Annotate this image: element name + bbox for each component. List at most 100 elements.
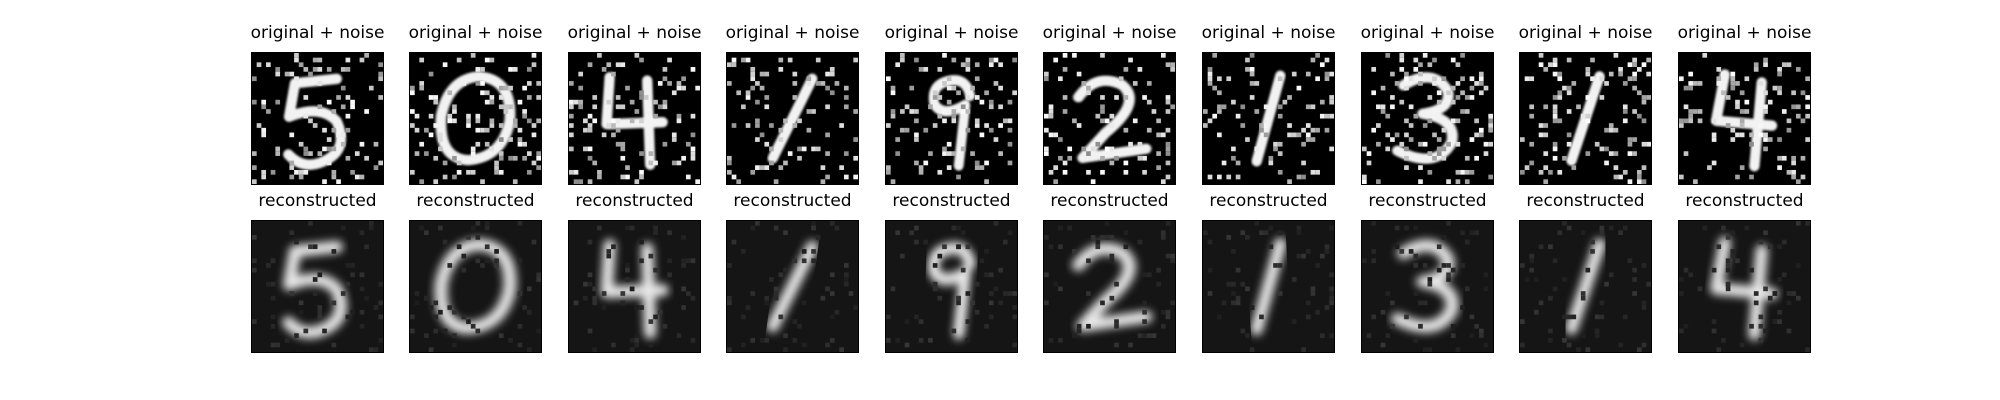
noise-pixel (1058, 76, 1063, 82)
background-grain (508, 337, 513, 343)
noise-pixel (322, 179, 327, 184)
noise-pixel (447, 113, 453, 119)
noise-pixel (1249, 71, 1255, 77)
noise-pixel (1548, 62, 1553, 68)
noise-pixel (984, 160, 989, 166)
noise-pixel (1488, 127, 1493, 133)
noise-pixel (578, 71, 584, 77)
noise-pixel (1474, 132, 1479, 138)
noise-pixel (914, 118, 919, 124)
background-grain (475, 235, 481, 240)
background-grain (769, 277, 774, 282)
noise-pixel (419, 85, 425, 91)
noise-pixel (1044, 76, 1049, 82)
noisy-images-row: original + noise original + noise original… (0, 22, 2000, 192)
background-grain (988, 300, 994, 306)
noise-pixel (266, 62, 271, 68)
background-grain (1679, 277, 1684, 282)
background-grain (998, 267, 1003, 273)
background-grain (1730, 253, 1736, 259)
background-grain (1146, 333, 1152, 338)
background-grain (829, 272, 835, 278)
noise-pixel (1329, 71, 1334, 77)
background-grain (1594, 333, 1600, 338)
background-grain (1324, 249, 1330, 254)
noise-pixel (1450, 57, 1456, 63)
noise-pixel (1739, 118, 1745, 124)
digit-stroke (1072, 242, 1153, 332)
noise-pixel (904, 104, 910, 110)
background-grain (974, 309, 980, 315)
noise-pixel (442, 62, 448, 68)
background-grain (681, 305, 686, 310)
background-grain (834, 309, 840, 315)
background-grain (266, 263, 271, 268)
noise-pixel (428, 113, 434, 119)
noise-pixel (1203, 123, 1208, 128)
background-grain (783, 230, 788, 236)
noise-pixel (970, 151, 975, 156)
noise-pixel (1090, 179, 1096, 184)
noise-pixel (1044, 151, 1049, 156)
background-grain (750, 225, 756, 231)
background-grain (895, 337, 901, 343)
noise-pixel (829, 90, 835, 96)
noise-pixel (1310, 169, 1316, 175)
noise-pixel (289, 160, 295, 166)
noise-pixel (736, 90, 742, 96)
background-grain (1128, 342, 1133, 348)
background-grain (811, 258, 816, 264)
noise-pixel (1488, 123, 1493, 128)
background-grain (1371, 221, 1377, 226)
noise-pixel (951, 85, 957, 91)
noise-pixel (1427, 118, 1433, 124)
noise-pixel (993, 137, 999, 142)
background-grain (1469, 333, 1475, 338)
background-grain (452, 333, 457, 338)
noise-pixel (1688, 109, 1694, 114)
noise-pixel (942, 146, 947, 152)
noise-pixel (252, 151, 257, 156)
noise-pixel (1012, 57, 1017, 63)
noise-pixel (620, 146, 626, 152)
noise-pixel (951, 151, 957, 156)
noise-pixel (750, 76, 756, 82)
noise-pixel (1795, 67, 1801, 72)
background-grain (606, 249, 612, 254)
background-grain (494, 258, 499, 264)
background-grain (1170, 253, 1175, 259)
background-grain (1240, 328, 1246, 334)
background-grain (778, 272, 784, 278)
background-grain (727, 263, 732, 268)
background-grain (1305, 300, 1311, 306)
noise-pixel (615, 127, 621, 133)
noise-pixel (1062, 169, 1068, 175)
noise-pixel (690, 155, 696, 161)
noise-pixel (942, 151, 947, 156)
noise-pixel (1800, 118, 1806, 124)
noise-pixel (1566, 57, 1572, 63)
noise-pixel (1552, 57, 1558, 63)
noise-pixel (601, 67, 607, 72)
noise-pixel (923, 160, 929, 166)
noise-pixel (1781, 109, 1787, 114)
background-grain (1114, 323, 1119, 329)
noise-pixel (1566, 132, 1572, 138)
noise-pixel (489, 95, 495, 100)
background-grain (1594, 328, 1600, 334)
noise-pixel (1362, 179, 1367, 184)
background-grain (1086, 323, 1091, 329)
noise-pixel (1207, 81, 1213, 86)
noise-pixel (1277, 104, 1283, 110)
noise-pixel (1207, 118, 1213, 124)
noise-pixel (671, 160, 677, 166)
noise-pixel (414, 113, 420, 119)
noise-pixel (993, 81, 999, 86)
noise-pixel (1100, 169, 1105, 175)
background-grain (1730, 230, 1736, 236)
background-grain (1231, 300, 1236, 306)
noise-pixel (1404, 132, 1409, 138)
background-grain (1749, 267, 1754, 273)
background-grain (853, 305, 858, 310)
noise-pixel (364, 155, 369, 161)
